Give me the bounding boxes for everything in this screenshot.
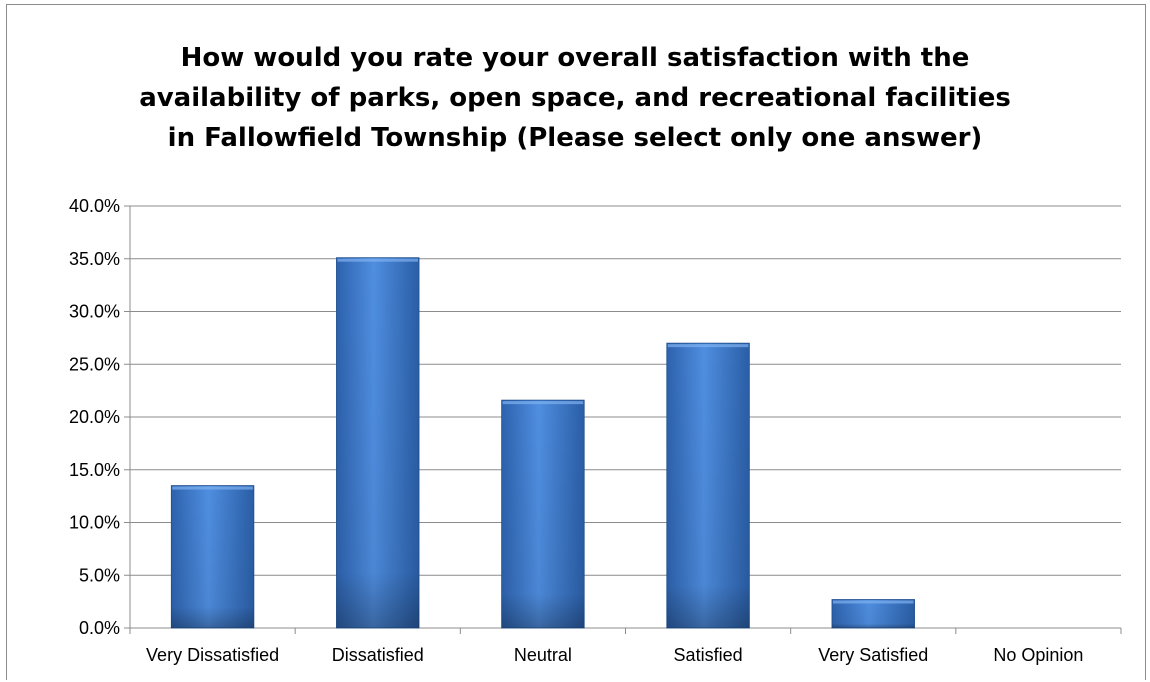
x-category-label: Neutral (514, 645, 572, 665)
chart-title-line-1: How would you rate your overall satisfac… (180, 43, 970, 73)
y-tick-label: 35.0% (69, 249, 120, 269)
axes (124, 205, 1122, 634)
y-tick-label: 5.0% (79, 565, 120, 585)
chart-title-line-2: availability of parks, open space, and r… (139, 83, 1011, 113)
bar (336, 257, 420, 629)
x-category-label: Satisfied (674, 645, 743, 665)
bar (831, 599, 915, 629)
bar (666, 342, 750, 629)
x-category-label: Very Dissatisfied (146, 645, 279, 665)
bar (170, 485, 255, 629)
x-category-label: No Opinion (993, 645, 1083, 665)
y-tick-label: 10.0% (69, 513, 120, 533)
y-tick-label: 15.0% (69, 460, 120, 480)
bar (501, 399, 585, 629)
y-tick-label: 0.0% (79, 618, 120, 638)
chart-title: How would you rate your overall satisfac… (0, 38, 1150, 158)
x-category-label: Dissatisfied (332, 645, 424, 665)
y-tick-label: 40.0% (69, 196, 120, 216)
x-category-label: Very Satisfied (818, 645, 928, 665)
tick-labels: 0.0% 5.0% 10.0% 15.0% 20.0% 25.0% 30.0% 35.0% 40… (69, 196, 1083, 665)
y-tick-label: 30.0% (69, 302, 120, 322)
y-tick-label: 25.0% (69, 354, 120, 374)
gridlines (130, 205, 1121, 576)
y-tick-label: 20.0% (69, 407, 120, 427)
chart-title-line-3: in Fallowfield Township (Please select o… (167, 123, 983, 153)
bars (170, 257, 915, 629)
